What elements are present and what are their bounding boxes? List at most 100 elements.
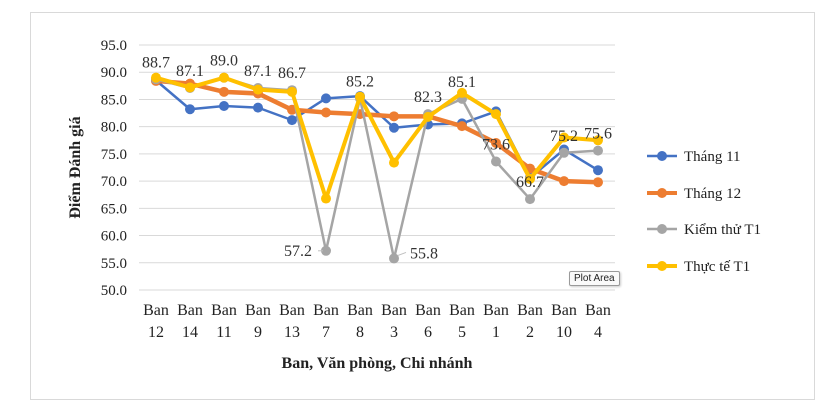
x-tick-label: Ban (483, 302, 509, 319)
data-point (593, 145, 603, 156)
data-point (593, 177, 603, 188)
data-point (355, 91, 365, 102)
data-point (389, 122, 399, 133)
legend-marker (657, 224, 667, 234)
x-tick-label: 5 (458, 324, 466, 341)
data-label: 55.8 (410, 245, 438, 262)
data-point (491, 138, 501, 148)
data-point (389, 157, 399, 168)
data-point (219, 100, 229, 111)
data-label: 87.1 (176, 63, 204, 80)
x-tick-label: Ban (517, 302, 543, 319)
data-point (185, 82, 195, 93)
data-point (457, 87, 467, 98)
data-point (593, 165, 603, 176)
data-label: 86.7 (278, 65, 306, 82)
data-point (491, 109, 501, 120)
legend-label: Tháng 12 (684, 186, 741, 202)
x-tick-label: 2 (526, 324, 534, 341)
data-point (389, 253, 399, 264)
data-label: 73.6 (482, 137, 510, 154)
x-tick-label: 12 (148, 324, 164, 341)
x-axis-title: Ban, Văn phòng, Chi nhánh (282, 355, 473, 372)
y-tick-label: 55.0 (101, 256, 127, 272)
x-tick-label: 7 (322, 324, 330, 341)
legend-label: Kiểm thử T1 (684, 222, 761, 238)
legend-label: Thực tế T1 (684, 259, 750, 275)
y-tick-label: 75.0 (101, 147, 127, 163)
legend-label: Tháng 11 (684, 149, 741, 165)
x-tick-label: Ban (449, 302, 475, 319)
data-point (253, 84, 263, 95)
data-point (321, 93, 331, 104)
data-label: 88.7 (142, 54, 170, 71)
x-tick-label: 13 (284, 324, 300, 341)
data-label: 82.3 (414, 89, 442, 106)
data-label: 75.2 (550, 128, 578, 145)
data-point (321, 245, 331, 256)
data-point (559, 147, 569, 158)
data-point (593, 135, 603, 146)
x-tick-label: Ban (313, 302, 339, 319)
x-tick-label: 4 (594, 324, 602, 341)
data-point (321, 107, 331, 118)
data-label: 85.1 (448, 74, 476, 91)
data-point (287, 115, 297, 126)
data-point (457, 121, 467, 132)
y-tick-label: 60.0 (101, 229, 127, 245)
data-label: 57.2 (284, 243, 312, 260)
x-tick-label: 6 (424, 324, 432, 341)
y-tick-label: 85.0 (101, 92, 127, 108)
series-line-3 (154, 75, 600, 201)
y-tick-label: 95.0 (101, 38, 127, 54)
x-tick-label: Ban (585, 302, 611, 319)
y-tick-label: 90.0 (101, 65, 127, 81)
data-point (491, 156, 501, 167)
data-point (559, 132, 569, 143)
data-label: 89.0 (210, 53, 238, 70)
data-point (423, 111, 433, 122)
y-axis-title: Điểm Đánh giá (67, 116, 84, 218)
data-point (287, 86, 297, 97)
y-tick-label: 70.0 (101, 174, 127, 190)
y-tick-label: 65.0 (101, 201, 127, 217)
x-tick-label: Ban (381, 302, 407, 319)
x-tick-label: 3 (390, 324, 398, 341)
legend-marker (657, 188, 667, 198)
x-tick-label: Ban (415, 302, 441, 319)
data-point (389, 111, 399, 122)
x-tick-label: Ban (211, 302, 237, 319)
data-label: 85.2 (346, 73, 374, 90)
data-point (185, 104, 195, 115)
legend-marker (657, 151, 667, 161)
x-tick-label: 11 (216, 324, 231, 341)
data-point (525, 173, 535, 184)
data-label: 75.6 (584, 126, 612, 143)
leader-line (397, 251, 407, 256)
data-point (219, 86, 229, 97)
legend-marker (657, 261, 667, 271)
x-tick-label: 14 (182, 324, 198, 341)
data-point (151, 72, 161, 83)
x-tick-label: Ban (347, 302, 373, 319)
data-point (253, 102, 263, 113)
x-tick-label: 9 (254, 324, 262, 341)
data-point (321, 193, 331, 204)
x-tick-label: Ban (177, 302, 203, 319)
x-tick-label: Ban (551, 302, 577, 319)
plot-area-tooltip: Plot Area (569, 271, 620, 286)
y-tick-label: 50.0 (101, 283, 127, 299)
x-tick-label: 1 (492, 324, 500, 341)
x-tick-label: Ban (245, 302, 271, 319)
x-tick-label: 10 (556, 324, 572, 341)
x-tick-label: Ban (279, 302, 305, 319)
x-tick-label: Ban (143, 302, 169, 319)
data-point (219, 72, 229, 83)
y-tick-label: 80.0 (101, 120, 127, 136)
data-point (559, 176, 569, 187)
data-label: 87.1 (244, 63, 272, 80)
data-point (525, 194, 535, 205)
x-tick-label: 8 (356, 324, 364, 341)
data-label: 66.7 (516, 174, 544, 191)
